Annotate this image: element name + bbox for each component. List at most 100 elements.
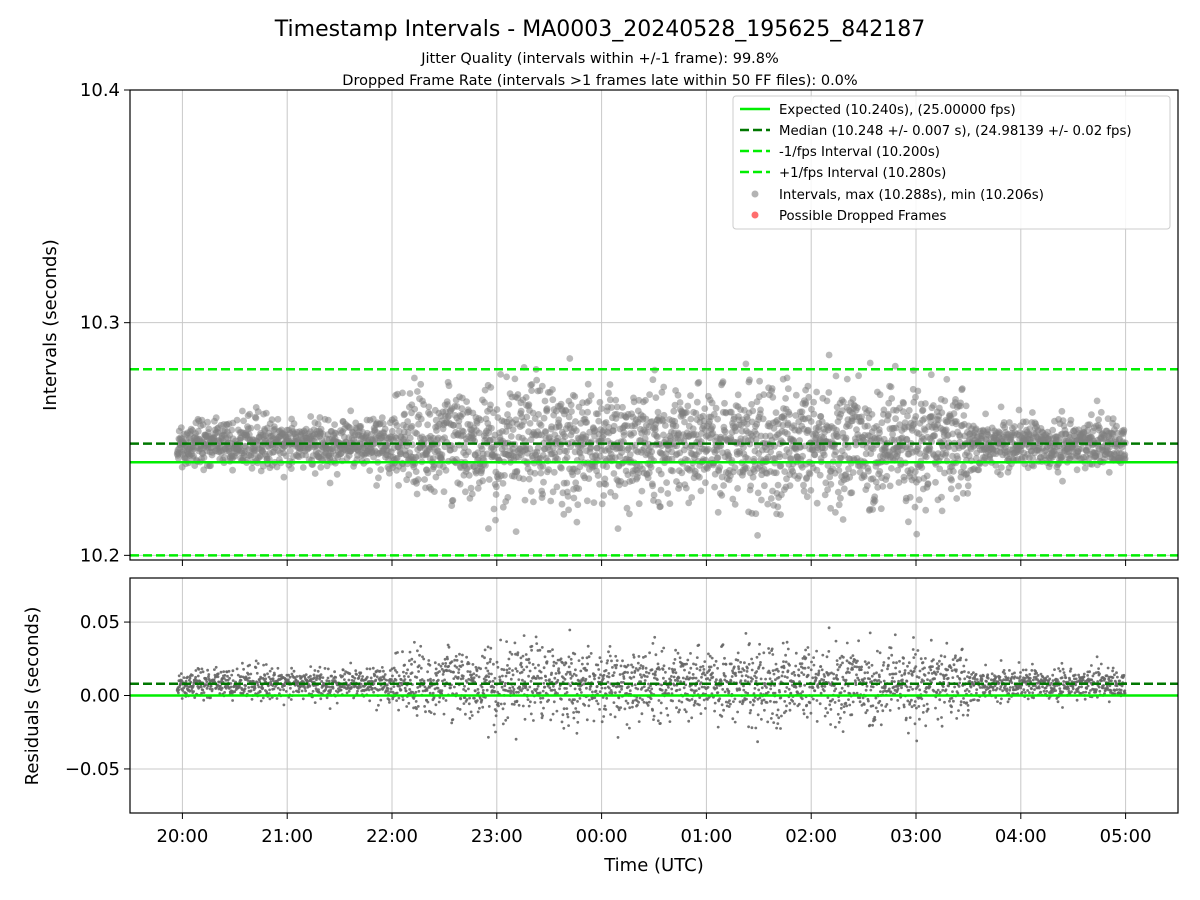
residual-point [499, 702, 503, 706]
residual-point [220, 686, 224, 690]
residual-point [333, 670, 336, 674]
interval-point [1067, 416, 1075, 424]
residual-point [487, 705, 491, 708]
residual-point [587, 704, 591, 708]
residual-point [692, 676, 696, 680]
residual-point [207, 675, 210, 679]
residual-point [560, 697, 563, 701]
residual-point [567, 665, 571, 669]
interval-point [477, 416, 484, 424]
residual-point [614, 654, 618, 658]
residual-point [218, 692, 222, 695]
residual-point [487, 672, 491, 675]
interval-point [200, 454, 208, 461]
interval-point [1073, 466, 1081, 474]
residual-point [462, 688, 465, 691]
residual-point [458, 652, 461, 656]
residual-point [229, 682, 233, 685]
residual-point [565, 707, 569, 710]
residual-point [662, 664, 666, 668]
residual-point [324, 688, 327, 691]
residual-point [677, 676, 681, 680]
residual-point [517, 678, 521, 681]
residual-point [327, 679, 331, 683]
residual-point [535, 687, 539, 691]
residual-point [468, 716, 472, 720]
interval-point [720, 482, 727, 489]
residual-point [509, 691, 513, 695]
residual-point [334, 676, 338, 679]
residual-point [541, 689, 545, 693]
interval-point [842, 434, 850, 442]
interval-point [776, 453, 783, 461]
residual-point [472, 676, 476, 680]
interval-point [922, 400, 929, 407]
interval-point [685, 499, 693, 507]
interval-point [610, 422, 618, 430]
interval-point [542, 429, 549, 436]
residual-point [319, 676, 322, 679]
interval-point [780, 415, 788, 422]
residual-point [605, 661, 609, 665]
interval-point [918, 464, 926, 471]
residual-point [555, 709, 559, 713]
residual-point [498, 675, 502, 679]
residual-point [201, 670, 205, 674]
residual-point [441, 673, 445, 676]
residual-point [246, 679, 250, 682]
interval-point [749, 407, 757, 415]
residual-point [408, 650, 412, 654]
residual-point [540, 646, 544, 649]
interval-point [606, 396, 614, 404]
residual-point [208, 687, 212, 691]
residual-point [375, 708, 378, 712]
interval-point [504, 411, 511, 418]
interval-point [646, 391, 653, 398]
interval-point [825, 351, 833, 359]
residual-point [241, 661, 244, 665]
interval-point [549, 386, 556, 393]
residual-point [481, 705, 485, 709]
interval-point [1096, 424, 1103, 432]
residual-point [287, 673, 290, 677]
interval-point [596, 452, 604, 460]
intervals-panel: 10.210.310.4 Intervals (seconds) Expecte… [40, 80, 1179, 566]
residual-point [691, 673, 695, 676]
interval-point [804, 426, 812, 434]
residual-point [247, 686, 251, 689]
interval-point [885, 410, 892, 418]
residual-point [304, 673, 308, 676]
interval-point [389, 427, 396, 435]
interval-point [571, 393, 579, 400]
residual-point [600, 660, 603, 663]
interval-point [290, 420, 298, 428]
interval-point [871, 497, 879, 505]
interval-point [821, 444, 829, 452]
residual-point [461, 663, 465, 667]
residual-point [270, 667, 274, 670]
residual-point [670, 675, 673, 678]
interval-point [562, 407, 570, 415]
interval-point [587, 392, 595, 399]
residual-point [426, 700, 430, 704]
interval-point [582, 433, 590, 441]
interval-point [996, 429, 1004, 437]
interval-point [784, 419, 792, 427]
interval-point [311, 470, 319, 477]
residual-point [540, 676, 543, 680]
interval-point [373, 482, 380, 489]
residual-point [525, 665, 529, 669]
residual-point [607, 675, 611, 679]
residual-point [405, 705, 409, 708]
interval-point [1097, 408, 1105, 416]
interval-point [421, 476, 428, 483]
interval-point [1059, 477, 1066, 485]
residual-point [561, 661, 564, 665]
residual-point [501, 674, 504, 678]
residual-point [389, 690, 392, 694]
interval-point [450, 421, 457, 429]
residual-point [224, 686, 228, 690]
residual-point [403, 686, 407, 690]
interval-point [386, 469, 393, 477]
residual-point [458, 708, 462, 711]
